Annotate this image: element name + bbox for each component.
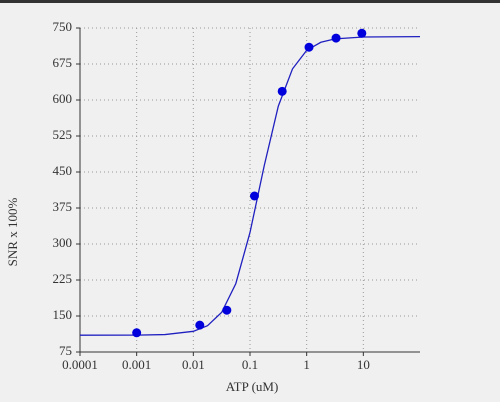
data-point [249, 191, 259, 201]
x-tick-label: 0.01 [182, 357, 205, 372]
y-tick-label: 75 [59, 343, 72, 358]
x-tick-label: 0.001 [122, 357, 151, 372]
fit-curve [79, 35, 421, 336]
y-tick-label: 600 [53, 91, 73, 106]
x-tick-label: 0.1 [242, 357, 258, 372]
data-point [222, 305, 232, 315]
y-tick-label: 450 [53, 163, 73, 178]
data-point [277, 86, 287, 96]
x-tick-label: 1 [303, 357, 310, 372]
data-point [132, 328, 142, 338]
top-bar [0, 0, 500, 3]
x-tick-label: 10 [357, 357, 370, 372]
data-point [357, 28, 367, 38]
y-axis-label: SNR x 100% [5, 198, 20, 267]
y-tick-label: 750 [53, 19, 73, 34]
data-point [304, 42, 314, 52]
x-tick-label: 0.0001 [62, 357, 98, 372]
y-tick-label: 300 [53, 235, 73, 250]
x-axis-label: ATP (uM) [226, 379, 279, 394]
y-tick-label: 150 [53, 307, 73, 322]
data-point [195, 320, 205, 330]
y-tick-label: 225 [53, 271, 73, 286]
y-tick-label: 375 [53, 199, 73, 214]
data-point [331, 33, 341, 43]
y-tick-label: 525 [53, 127, 73, 142]
y-tick-label: 675 [53, 55, 73, 70]
